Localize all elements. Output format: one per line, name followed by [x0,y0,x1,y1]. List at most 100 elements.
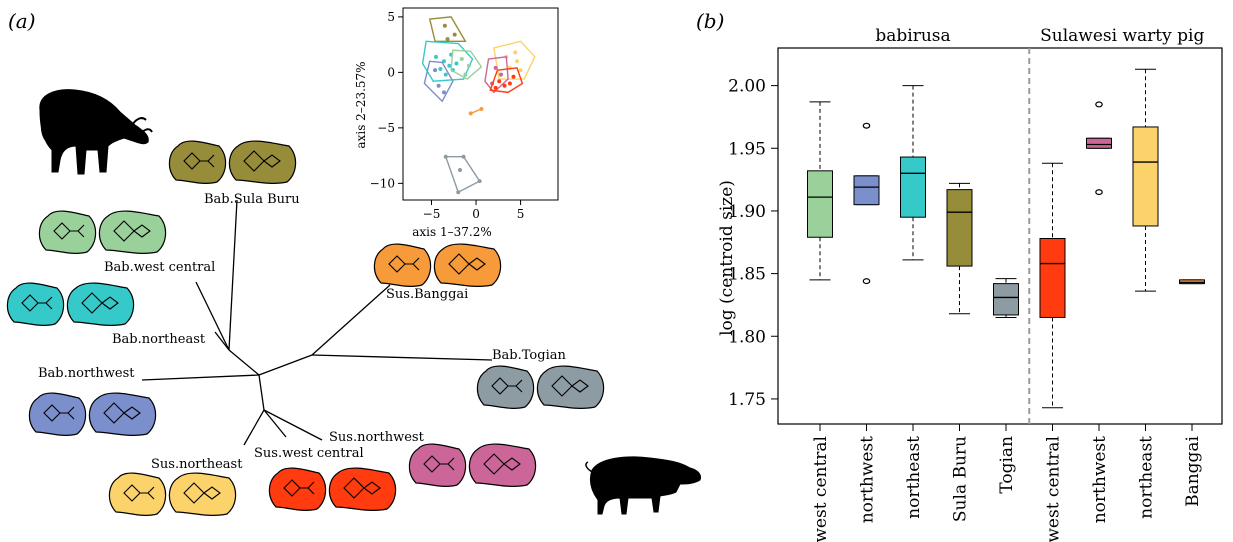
tip-blob [38,210,97,254]
outlier-point [1095,101,1103,108]
pca-hull [421,40,474,82]
pca-hull [428,16,467,42]
plot-frame [777,47,1223,425]
panel-b-label: (b) [696,9,724,33]
pca-x-tick-label: −5 [423,207,441,221]
landmark-shape-icon [483,453,521,475]
x-tick-label: northeast [1137,436,1157,519]
tip-blob [408,443,467,487]
panel-b: (b) log (centroid size) 1.75 1.80 1.85 1.90… [696,9,1223,542]
pca-point [459,57,464,62]
outlier-point [862,122,871,129]
pca-point [445,37,450,42]
pca-point [433,54,438,59]
landmark-shape-icon [423,455,455,473]
tip-label-bab-northeast: Bab.northeast [112,332,206,347]
landmark-shape-icon [103,402,141,424]
x-tick-label: west central [811,436,831,542]
landmark-shape-icon [491,377,523,395]
panel-a-label: (a) [8,9,36,33]
tip-label-bab-west-central: Bab.west central [104,260,215,275]
pca-point [477,179,482,184]
landmark-shape-icon [243,150,281,172]
y-tick-label: 2.00 [728,77,766,97]
tip-blob [6,282,65,326]
pca-point [443,154,448,159]
pca-point [433,68,438,73]
pca-point [511,74,516,79]
pca-hull [450,49,483,80]
pca-point [502,83,507,88]
pca-point [441,59,446,64]
pca-point [461,154,466,159]
landmark-shape-icon [551,375,589,397]
pca-point [468,111,473,116]
y-tick-label: 1.95 [728,139,766,159]
pca-y-tick-label: −10 [370,176,395,190]
landmark-shape-icon [53,222,85,240]
tip-label-sus-west-central: Sus.west central [254,446,364,461]
x-tick-label: northeast [904,436,924,519]
pca-point [493,85,498,90]
landmark-shape-icon [183,152,215,170]
pca-frame [402,7,559,201]
landmark-shape-icon [448,253,486,275]
pca-point [458,168,463,173]
tip-label-bab-northwest: Bab.northwest [38,366,135,381]
pca-y-tick-label: −5 [377,121,395,135]
y-axis-label: log (centroid size) [717,180,737,336]
pca-hull [423,60,454,103]
pca-point [442,23,447,28]
tip-label-sula-buru: Bab.Sula Buru [204,192,300,207]
pca-point [454,61,459,66]
box [1086,137,1112,149]
landmark-shape-icon [183,482,221,504]
pca-hull [489,67,524,94]
tip-label-sus-northeast: Sus.northeast [151,457,243,472]
box [853,175,880,206]
landmark-shape-icon [123,484,155,502]
boxplot-chart: 1.75 1.80 1.85 1.90 1.95 2.00 babirusa Sulawesi… [728,26,1223,542]
pca-point [447,63,452,68]
pca-y-tick-label: 0 [387,65,395,79]
x-tick-label: northwest [858,436,878,523]
box [807,170,833,238]
tip-blob [28,392,87,436]
pca-point [493,65,498,70]
tip-label-sus-banggai: Sus.Banggai [386,287,468,302]
pca-point [515,59,520,64]
box [1039,238,1066,318]
pca-point [497,79,502,84]
tip-label-bab-togian: Bab.Togian [492,348,566,363]
pca-point [466,63,471,68]
tip-blobs [6,140,605,516]
landmark-shape-icon [81,292,119,314]
landmark-shape-icon [283,479,315,497]
x-tick-label: northwest [1090,436,1110,523]
y-tick-label: 1.85 [728,265,766,285]
group-label: Sulawesi warty pig [1040,26,1204,46]
group-label: babirusa [875,26,950,46]
tip-blob [108,472,167,516]
pca-inset: −5 0 5 −10 −5 0 5 axis 1–37.2% axis 2–23.57% [354,7,559,239]
pca-x-axis-label: axis 1–37.2% [412,225,492,239]
y-tick-label: 1.90 [728,202,766,222]
landmark-shape-icon [43,404,75,422]
pca-point [438,67,443,72]
pca-y-tick-label: 5 [387,10,395,24]
pca-point [443,72,448,77]
landmark-shape-icon [388,255,420,273]
pca-point [518,68,523,73]
warty-pig-silhouette [585,456,701,515]
outlier-point [862,278,871,285]
tip-label-sus-northwest: Sus.northwest [329,430,425,445]
tree-lines [141,199,493,446]
pca-x-tick-label: 0 [472,207,480,221]
box [1132,126,1159,227]
landmark-shape-icon [113,220,151,242]
y-tick-label: 1.75 [728,390,766,410]
pca-hull [484,56,509,94]
outlier-point [1095,189,1103,196]
tip-blob [476,365,535,409]
babirusa-silhouette [39,89,153,175]
